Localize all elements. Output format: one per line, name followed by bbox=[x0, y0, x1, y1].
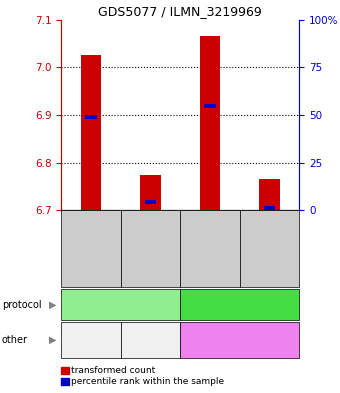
Text: ▶: ▶ bbox=[49, 335, 56, 345]
Text: transformed count: transformed count bbox=[71, 366, 156, 375]
Text: GSM1071456: GSM1071456 bbox=[146, 220, 155, 277]
Text: GSM1071457: GSM1071457 bbox=[86, 220, 96, 277]
Text: other: other bbox=[2, 335, 28, 345]
Text: control: control bbox=[222, 299, 258, 310]
Text: shRNA for
3'UTR of
TMEM88: shRNA for 3'UTR of TMEM88 bbox=[133, 330, 168, 350]
Text: percentile rank within the sample: percentile rank within the sample bbox=[71, 377, 224, 386]
Bar bbox=[200, 36, 220, 210]
Title: GDS5077 / ILMN_3219969: GDS5077 / ILMN_3219969 bbox=[98, 6, 262, 18]
Bar bbox=[259, 179, 280, 210]
Bar bbox=[140, 174, 161, 210]
Text: TMEM88 depletion: TMEM88 depletion bbox=[82, 300, 160, 309]
Bar bbox=[85, 116, 97, 119]
Text: protocol: protocol bbox=[2, 299, 41, 310]
Text: shRNA for
first exon
of TMEM88: shRNA for first exon of TMEM88 bbox=[72, 330, 110, 350]
Text: GSM1071454: GSM1071454 bbox=[205, 220, 215, 277]
Bar bbox=[81, 55, 101, 210]
Text: non-targetting
shRNA: non-targetting shRNA bbox=[209, 330, 270, 350]
Bar bbox=[204, 105, 216, 108]
Bar bbox=[264, 206, 275, 210]
Text: GSM1071455: GSM1071455 bbox=[265, 220, 274, 277]
Bar bbox=[145, 200, 156, 204]
Text: ▶: ▶ bbox=[49, 299, 56, 310]
